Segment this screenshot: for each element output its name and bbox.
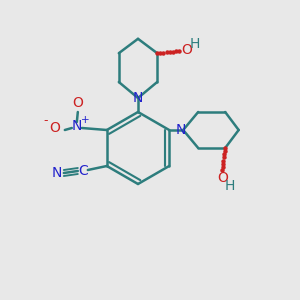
Text: O: O: [181, 43, 192, 57]
Text: +: +: [80, 115, 89, 125]
Text: N: N: [133, 91, 143, 105]
Text: N: N: [52, 166, 62, 180]
Text: O: O: [218, 171, 229, 185]
Text: N: N: [72, 119, 82, 133]
Text: O: O: [72, 96, 83, 110]
Text: H: H: [190, 37, 200, 51]
Text: C: C: [78, 164, 88, 178]
Text: H: H: [225, 179, 236, 193]
Text: N: N: [176, 123, 186, 137]
Text: -: -: [44, 115, 48, 128]
Text: O: O: [50, 121, 60, 135]
